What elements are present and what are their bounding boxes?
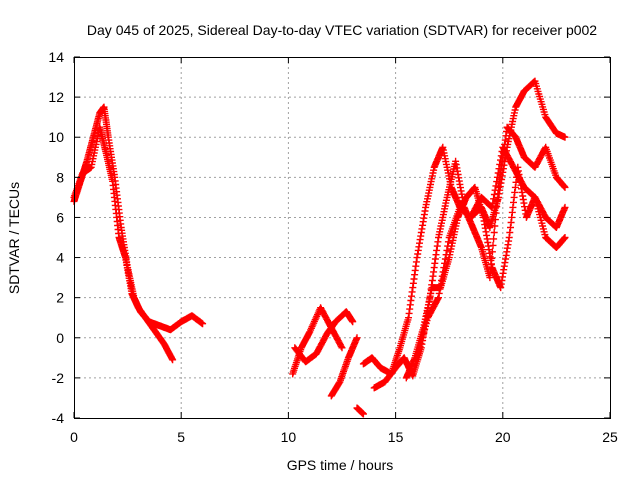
y-tick-label: 6 — [56, 209, 64, 225]
y-tick-label: 2 — [56, 290, 64, 306]
y-tick-label: 4 — [56, 250, 64, 266]
data-point-markers — [413, 143, 569, 362]
series-track-10 — [413, 143, 569, 362]
y-tick-label: 0 — [56, 330, 64, 346]
data-point-markers — [353, 404, 367, 418]
series-track-4 — [291, 308, 357, 366]
x-tick-label: 25 — [602, 429, 618, 445]
x-tick-label: 20 — [495, 429, 511, 445]
chart-title: Day 045 of 2025, Sidereal Day-to-day VTE… — [87, 22, 597, 38]
data-point-markers — [291, 308, 357, 366]
y-tick-label: 12 — [48, 89, 64, 105]
y-axis-label: SDTVAR / TECUs — [6, 182, 22, 294]
series-track-6 — [353, 404, 367, 418]
points-layer — [70, 77, 569, 418]
x-tick-label: 5 — [177, 429, 185, 445]
x-tick-label: 10 — [281, 429, 297, 445]
y-tick-label: 8 — [56, 169, 64, 185]
y-tick-label: 14 — [48, 49, 64, 65]
tick-layer: 0 5 10 15 20 25 -4 -2 0 2 4 6 8 10 12 14 — [48, 49, 618, 445]
series-track-5 — [327, 334, 361, 400]
y-tick-label: -2 — [52, 370, 65, 386]
data-point-markers — [327, 334, 361, 400]
y-tick-label: 10 — [48, 129, 64, 145]
y-tick-label: -4 — [52, 410, 65, 426]
x-tick-label: 0 — [70, 429, 78, 445]
x-tick-label: 15 — [388, 429, 404, 445]
plot-frame — [74, 57, 611, 419]
x-axis-label: GPS time / hours — [287, 457, 394, 473]
